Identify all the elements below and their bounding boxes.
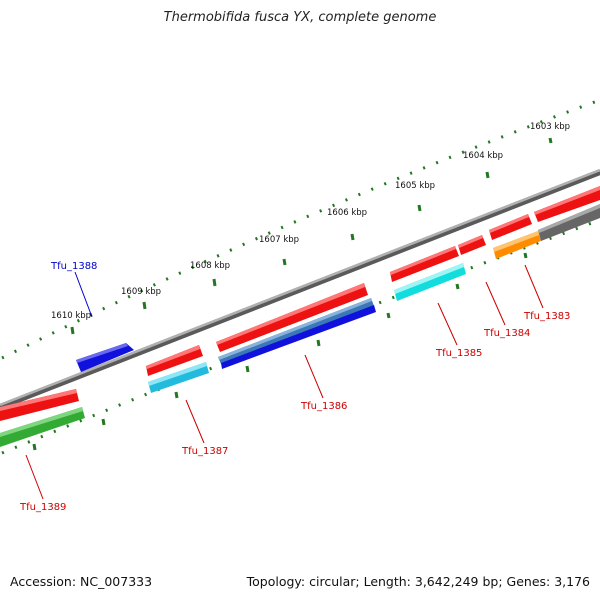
scale-outer-arc bbox=[1, 98, 600, 360]
kbp-label: 1605 kbp bbox=[395, 181, 435, 191]
kbp-label: 1607 kbp bbox=[259, 235, 299, 245]
feature-cyan-1387[interactable] bbox=[148, 362, 209, 393]
feature-gray-1383[interactable] bbox=[538, 204, 600, 241]
gene-tfu-1388[interactable] bbox=[76, 343, 134, 372]
gene-tfu-1387-red[interactable] bbox=[146, 345, 203, 376]
kbp-label: 1610 kbp bbox=[51, 311, 91, 321]
kbp-label: 1609 kbp bbox=[121, 287, 161, 297]
gene-tfu-1383b-red[interactable] bbox=[534, 186, 600, 222]
feature-blue-1386[interactable] bbox=[218, 298, 376, 369]
gene-label-tfu-1388[interactable]: Tfu_1388 bbox=[50, 261, 97, 272]
gene-label-tfu-1386[interactable]: Tfu_1386 bbox=[300, 401, 347, 412]
scale-inner-ticks bbox=[32, 252, 528, 451]
gene-tfu-1385-red[interactable] bbox=[390, 246, 459, 282]
feature-cyan-1385[interactable] bbox=[394, 263, 466, 301]
scale-major-ticks bbox=[70, 137, 553, 335]
gene-tfu-1383a-red[interactable] bbox=[489, 214, 532, 240]
kbp-label: 1603 kbp bbox=[530, 122, 570, 132]
feature-green-1389[interactable] bbox=[0, 407, 85, 447]
gene-tfu-1389-red[interactable] bbox=[0, 389, 79, 421]
genome-summary-text: Topology: circular; Length: 3,642,249 bp… bbox=[246, 574, 590, 589]
gene-label-tfu-1389[interactable]: Tfu_1389 bbox=[19, 502, 66, 513]
gene-label-tfu-1387[interactable]: Tfu_1387 bbox=[181, 446, 228, 457]
gene-tfu-1386-red[interactable] bbox=[216, 283, 368, 352]
feature-orange-1384[interactable] bbox=[493, 231, 541, 259]
gene-label-tfu-1384[interactable]: Tfu_1384 bbox=[483, 328, 530, 339]
gene-label-tfu-1385[interactable]: Tfu_1385 bbox=[435, 348, 482, 359]
kbp-label: 1606 kbp bbox=[327, 208, 367, 218]
genome-backbone bbox=[0, 168, 600, 410]
kbp-label: 1604 kbp bbox=[463, 151, 503, 161]
gene-tfu-1384-red[interactable] bbox=[458, 235, 486, 255]
accession-text: Accession: NC_007333 bbox=[10, 574, 153, 589]
gene-leader-lines bbox=[25, 264, 544, 500]
kbp-label: 1608 kbp bbox=[190, 261, 230, 271]
figure-title: Thermobifida fusca YX, complete genome bbox=[163, 10, 437, 25]
gene-label-tfu-1383[interactable]: Tfu_1383 bbox=[523, 311, 570, 322]
